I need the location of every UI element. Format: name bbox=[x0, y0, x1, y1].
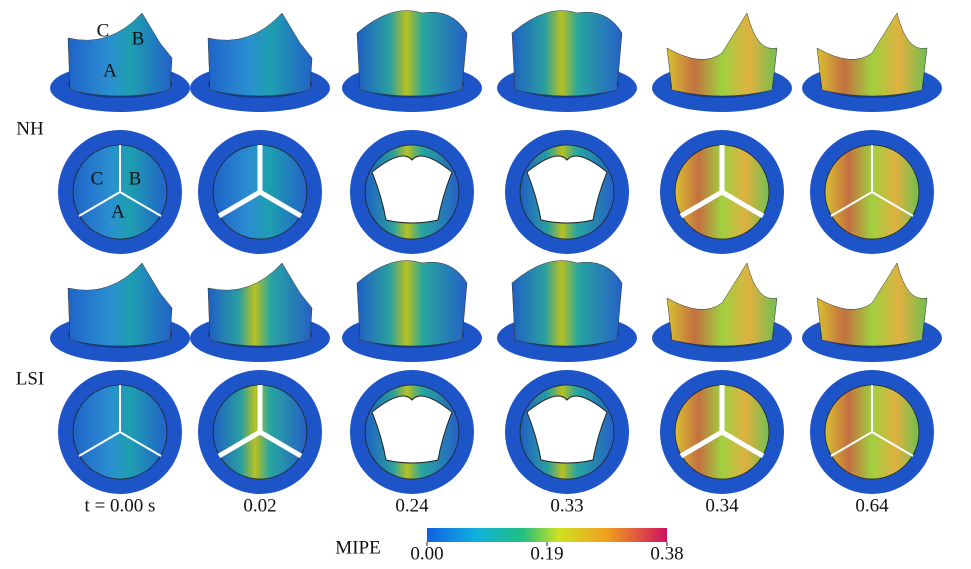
valve-leaflets-side bbox=[208, 263, 312, 346]
valve-leaflets-side bbox=[208, 13, 312, 96]
leaflet-label: B bbox=[129, 168, 142, 189]
leaflet-label: A bbox=[103, 60, 117, 81]
colorbar-tick-label: 0.00 bbox=[410, 543, 443, 564]
colorbar bbox=[427, 528, 667, 542]
valve-leaflets-side bbox=[357, 261, 467, 347]
valve-leaflets-side bbox=[667, 263, 777, 346]
valve-leaflets-side bbox=[817, 13, 927, 96]
valve-leaflets-side bbox=[512, 11, 622, 97]
valve-leaflets-side bbox=[357, 11, 467, 97]
colorbar-tick-label: 0.19 bbox=[530, 543, 563, 564]
figure: NHLSICBACBAt = 0.00 s0.020.240.330.340.6… bbox=[0, 0, 971, 564]
colorbar-label: MIPE bbox=[335, 537, 380, 558]
time-label: 0.02 bbox=[243, 495, 276, 516]
leaflet-label: A bbox=[111, 201, 125, 222]
row-label: NH bbox=[16, 118, 44, 139]
valve-leaflets-side bbox=[667, 13, 777, 96]
time-label: 0.24 bbox=[395, 495, 429, 516]
valve-leaflets-side bbox=[68, 13, 172, 96]
row-label: LSI bbox=[16, 368, 45, 389]
valve-leaflets-side bbox=[817, 263, 927, 346]
valve-leaflets-side bbox=[68, 263, 172, 346]
colorbar-tick-label: 0.38 bbox=[650, 543, 683, 564]
time-label: 0.64 bbox=[855, 495, 889, 516]
leaflet-label: C bbox=[91, 168, 104, 189]
valve-leaflets-side bbox=[512, 261, 622, 347]
leaflet-label: C bbox=[97, 20, 110, 41]
time-label: t = 0.00 s bbox=[85, 495, 156, 516]
leaflet-label: B bbox=[132, 28, 145, 49]
time-label: 0.33 bbox=[550, 495, 583, 516]
time-label: 0.34 bbox=[705, 495, 739, 516]
